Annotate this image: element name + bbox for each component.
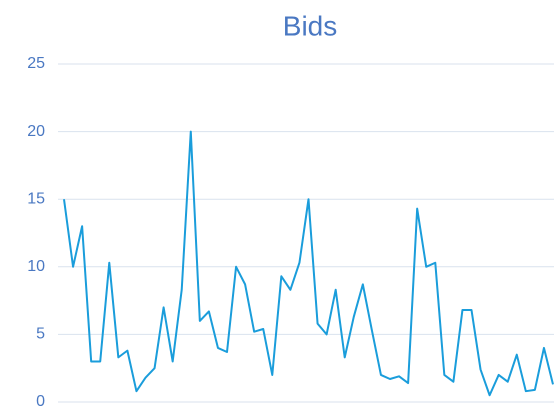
y-tick-label: 0: [36, 393, 45, 410]
y-tick-label: 10: [27, 258, 45, 275]
y-tick-label: 20: [27, 123, 45, 140]
data-line: [63, 130, 554, 397]
y-tick-label: 5: [36, 326, 45, 343]
y-tick-label: 15: [27, 190, 45, 207]
chart-title: Bids: [283, 10, 337, 41]
y-tick-label: 25: [27, 55, 45, 72]
